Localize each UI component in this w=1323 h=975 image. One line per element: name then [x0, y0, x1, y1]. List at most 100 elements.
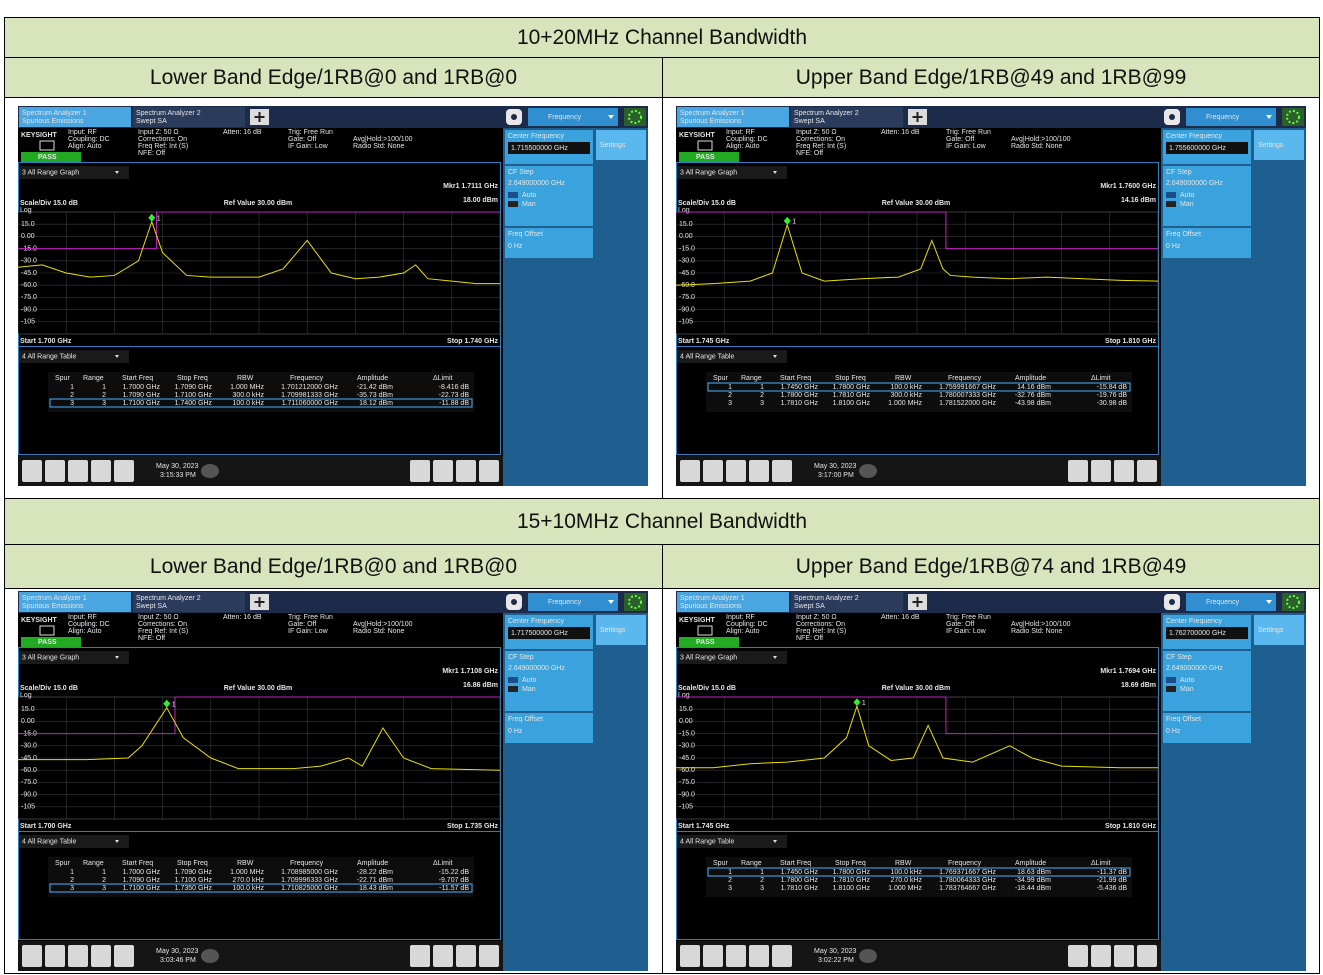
table-cell: -21.42 dBm [357, 384, 393, 391]
redo-button[interactable] [68, 460, 88, 482]
window-label: 4 All Range Table [22, 353, 76, 360]
help-button[interactable] [114, 460, 134, 482]
softkey-value: 2.649000000 GHz [508, 665, 565, 672]
softkey-value: 0 Hz [1166, 243, 1181, 250]
keypad-button[interactable] [410, 945, 430, 967]
softkey-label: CF Step [1166, 654, 1192, 661]
start-button[interactable] [22, 460, 42, 482]
redo-button[interactable] [726, 460, 746, 482]
layout-button[interactable] [456, 945, 476, 967]
chat-icon[interactable] [859, 949, 877, 963]
file-button[interactable] [91, 945, 111, 967]
column-title: Upper Band Edge/1RB@49 and 1RB@99 [662, 57, 1320, 98]
redo-button[interactable] [68, 945, 88, 967]
table-cell: 18.12 dBm [359, 400, 393, 407]
layout-button[interactable] [456, 460, 476, 482]
info: Align: Auto [726, 628, 760, 635]
info: Radio Std: None [353, 628, 404, 635]
tab-label: Spurious Emissions [680, 603, 742, 610]
table-cell: 3 [728, 885, 732, 892]
y-tick-label: -105 [679, 804, 693, 811]
help-button[interactable] [772, 460, 792, 482]
table-cell: 1.7800 GHz [833, 384, 871, 391]
analyzer-screenshot: Spectrum Analyzer 1Spurious EmissionsSpe… [18, 106, 648, 486]
marker-frequency: Mkr1 1.7111 GHz [443, 183, 498, 190]
touch-button[interactable] [1091, 945, 1111, 967]
table-cell: 1.7810 GHz [781, 885, 819, 892]
tab-label: Swept SA [136, 118, 167, 125]
fullscreen-button[interactable] [479, 945, 499, 967]
help-button[interactable] [772, 945, 792, 967]
table-header: Range [83, 375, 104, 382]
keypad-button[interactable] [1068, 945, 1088, 967]
touch-button[interactable] [433, 945, 453, 967]
log-label: Log [20, 692, 32, 699]
chat-icon[interactable] [201, 949, 219, 963]
menu-label: Frequency [548, 599, 582, 606]
softkey-value: 1.715500000 GHz [511, 145, 568, 152]
undo-button[interactable] [45, 460, 65, 482]
start-button[interactable] [680, 945, 700, 967]
layout-button[interactable] [1114, 945, 1134, 967]
table-cell: 300.0 kHz [232, 392, 264, 399]
table-cell: 1.7100 GHz [175, 392, 213, 399]
table-cell: 100.0 kHz [890, 869, 922, 876]
layout-button[interactable] [1114, 460, 1134, 482]
info: Input Z: 50 Ω [138, 129, 179, 136]
touch-button[interactable] [1091, 460, 1111, 482]
keypad-button[interactable] [410, 460, 430, 482]
start-button[interactable] [22, 945, 42, 967]
tab-label: Spectrum Analyzer 2 [136, 110, 201, 117]
section-title: 15+10MHz Channel Bandwidth [4, 498, 1320, 545]
analyzer-screenshot: Spectrum Analyzer 1Spurious EmissionsSpe… [18, 591, 648, 971]
table-cell: 2 [70, 392, 74, 399]
table-cell: 1 [728, 384, 732, 391]
y-tick-label: -75.0 [21, 294, 37, 301]
undo-button[interactable] [703, 460, 723, 482]
start-button[interactable] [680, 460, 700, 482]
table-cell: 2 [728, 392, 732, 399]
date: May 30, 2023 [156, 948, 199, 955]
y-tick-label: -30.0 [679, 258, 695, 265]
ref-value: Ref Value 30.00 dBm [882, 685, 950, 692]
table-header: Stop Freq [177, 375, 208, 382]
help-button[interactable] [114, 945, 134, 967]
tab-label: Swept SA [136, 603, 167, 610]
fullscreen-button[interactable] [1137, 945, 1157, 967]
info: Coupling: DC [726, 621, 768, 628]
info: NFE: Off [138, 635, 165, 642]
file-button[interactable] [749, 460, 769, 482]
table-cell: 270.0 kHz [232, 877, 264, 884]
menu-label: Frequency [1206, 114, 1240, 121]
info: Trig: Free Run [946, 614, 991, 621]
fullscreen-button[interactable] [1137, 460, 1157, 482]
fullscreen-button[interactable] [479, 460, 499, 482]
window-label: 3 All Range Graph [680, 654, 737, 661]
softkey-value: 0 Hz [508, 243, 523, 250]
file-button[interactable] [91, 460, 111, 482]
tab-label: Spectrum Analyzer 1 [680, 110, 745, 117]
info: Radio Std: None [1011, 143, 1062, 150]
touch-button[interactable] [433, 460, 453, 482]
y-tick-label: -105 [21, 319, 35, 326]
softkey-value: 2.649000000 GHz [1166, 180, 1223, 187]
file-button[interactable] [749, 945, 769, 967]
softkey-label: Center Frequency [1166, 133, 1223, 140]
table-cell: 1.7350 GHz [175, 885, 213, 892]
redo-button[interactable] [726, 945, 746, 967]
softkey-label: Center Frequency [1166, 618, 1223, 625]
marker-id: 1 [862, 700, 866, 707]
table-cell: 1.7810 GHz [781, 400, 819, 407]
undo-button[interactable] [45, 945, 65, 967]
table-cell: 3 [102, 885, 106, 892]
tab-label: Spurious Emissions [680, 118, 742, 125]
undo-button[interactable] [703, 945, 723, 967]
keypad-button[interactable] [1068, 460, 1088, 482]
table-cell: 1.780007333 GHz [939, 392, 996, 399]
toggle-off [508, 201, 518, 207]
settings-label: Settings [1258, 627, 1284, 634]
chat-icon[interactable] [859, 464, 877, 478]
table-cell: 1.769371667 GHz [939, 869, 996, 876]
table-cell: 1.708985000 GHz [281, 869, 338, 876]
chat-icon[interactable] [201, 464, 219, 478]
